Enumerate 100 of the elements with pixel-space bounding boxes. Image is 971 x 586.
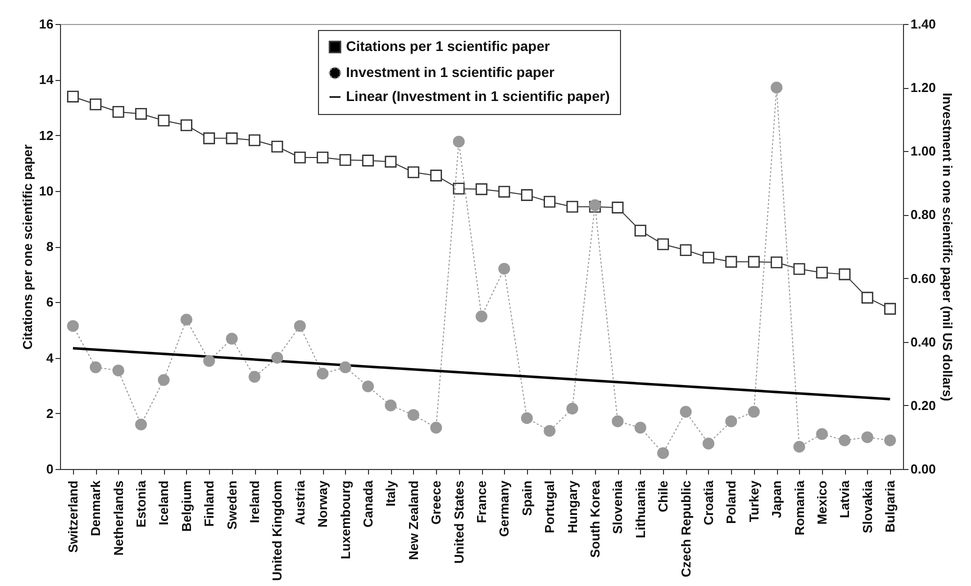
point <box>566 402 578 414</box>
y2-tick-label: 1.00 <box>910 144 936 159</box>
point <box>793 440 806 453</box>
x-tick-label: Italy <box>383 480 398 507</box>
x-tick-label: Ireland <box>247 480 262 524</box>
x-tick-label: Canada <box>360 480 376 528</box>
x-tick-label: Lithuania <box>632 480 648 538</box>
x-tick-label: Sweden <box>224 480 240 530</box>
point <box>838 268 851 280</box>
x-tick-label: Finland <box>202 480 217 527</box>
point <box>112 364 124 376</box>
x-tick-label: Belgium <box>178 480 194 532</box>
y2-tick-label: 0.20 <box>910 398 936 413</box>
y2-axis-title: Investment in one scientific paper (mil US dollars) <box>940 92 955 402</box>
point <box>521 189 533 201</box>
x-tick-label: Slovenia <box>610 480 626 534</box>
point <box>770 82 782 94</box>
x-tick-label: Netherlands <box>110 480 126 556</box>
point <box>203 132 216 144</box>
point <box>294 152 306 164</box>
point <box>203 355 216 367</box>
point <box>294 320 306 332</box>
y2-tick-label: 1.40 <box>910 16 936 32</box>
x-tick-label: United States <box>451 480 466 564</box>
point <box>271 140 284 153</box>
point <box>634 422 646 434</box>
point <box>430 170 442 182</box>
x-tick-label: Portugal <box>542 480 558 534</box>
point <box>476 183 488 196</box>
point <box>544 196 556 208</box>
x-tick-label: United Kingdom <box>270 480 285 581</box>
y-tick-label: 14 <box>39 72 54 88</box>
x-tick-label: Turkey <box>746 480 762 522</box>
point <box>816 266 828 279</box>
point <box>362 380 374 392</box>
y2-tick-label: 1.20 <box>910 80 936 96</box>
point <box>657 238 669 250</box>
y-tick-label: 4 <box>46 350 54 366</box>
point <box>248 370 260 383</box>
point <box>725 415 738 428</box>
y-tick-label: 10 <box>39 183 54 198</box>
point <box>884 434 896 446</box>
x-tick-label: New Zealand <box>406 480 421 560</box>
y-tick-label: 12 <box>39 128 54 143</box>
point <box>112 106 124 118</box>
point <box>67 90 79 102</box>
legend-label: Investment in 1 scientific paper <box>346 64 556 80</box>
x-tick-label: Bulgaria <box>882 480 898 533</box>
x-tick-label: South Korea <box>587 480 602 558</box>
point <box>680 406 692 418</box>
x-tick-label: France <box>474 480 489 524</box>
point <box>838 434 851 446</box>
x-tick-label: Iceland <box>156 480 172 526</box>
x-tick-label: Japan <box>769 480 784 518</box>
point <box>339 154 352 166</box>
y2-tick-label: 0.00 <box>910 462 936 476</box>
x-tick-label: Luxembourg <box>338 480 353 560</box>
point <box>316 152 329 164</box>
point <box>498 186 510 198</box>
point <box>861 292 874 304</box>
point <box>408 166 420 178</box>
point <box>725 256 738 268</box>
x-tick-label: Spain <box>519 480 534 516</box>
point <box>226 332 238 345</box>
x-tick-label: Mexico <box>814 480 830 525</box>
point <box>702 252 714 264</box>
point <box>612 415 624 428</box>
y-tick-label: 0 <box>46 462 54 476</box>
x-tick-label: Switzerland <box>65 480 80 553</box>
point <box>339 361 352 374</box>
x-tick-label: Greece <box>428 480 444 525</box>
x-tick-label: Poland <box>724 480 739 524</box>
point <box>226 132 238 144</box>
point <box>793 263 806 275</box>
legend-label: Linear (Investment in 1 scientific paper) <box>346 88 610 104</box>
point <box>612 202 624 214</box>
point <box>884 302 896 315</box>
y-axis-title: Citations per one scientific paper <box>20 144 36 350</box>
point <box>408 409 420 421</box>
point <box>544 424 556 437</box>
point <box>362 154 374 166</box>
x-tick-label: Denmark <box>88 480 104 536</box>
point <box>634 224 646 237</box>
y-tick-label: 2 <box>46 406 54 421</box>
point <box>90 361 102 374</box>
x-tick-label: Czech Republic <box>678 480 694 578</box>
point <box>498 262 510 275</box>
x-tick-label: Latvia <box>837 480 852 518</box>
point <box>702 438 714 450</box>
point <box>566 200 578 213</box>
x-tick-label: Germany <box>496 480 512 537</box>
x-tick-label: Norway <box>315 480 330 528</box>
point <box>657 447 669 459</box>
x-tick-label: Austria <box>292 480 308 526</box>
point <box>180 119 192 132</box>
point <box>816 428 828 440</box>
point <box>748 256 760 268</box>
point <box>384 400 397 412</box>
point <box>135 108 147 120</box>
point <box>476 310 488 322</box>
